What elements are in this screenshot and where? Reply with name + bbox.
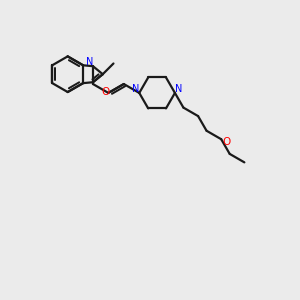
Text: N: N [132, 84, 140, 94]
Text: O: O [102, 87, 110, 97]
Text: O: O [223, 137, 231, 147]
Text: N: N [86, 57, 93, 67]
Text: N: N [175, 84, 182, 94]
